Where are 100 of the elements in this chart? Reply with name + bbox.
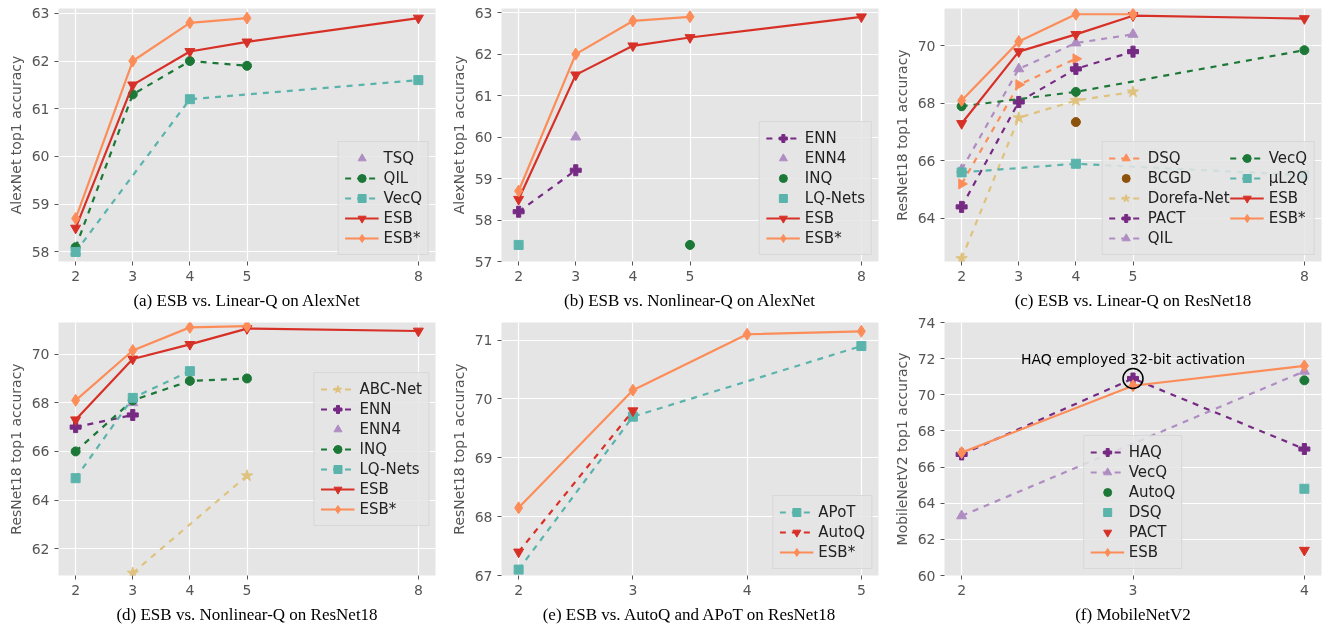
y-axis-title: ResNet18 top1 accuracy [7,363,24,535]
y-axis-title: AlexNet top1 accuracy [7,55,24,215]
y-tick-label: 62 [31,53,50,70]
y-tick-label: 70 [474,390,493,407]
legend-label: AutoQ [818,523,865,541]
y-axis-title: ResNet18 top1 accuracy [893,49,910,221]
legend-label: DSQ [1147,149,1181,167]
legend-label: μL2Q [1268,169,1308,187]
x-tick-label: 4 [1299,581,1309,598]
legend-label: INQ [359,439,387,458]
y-tick-label: 60 [474,129,493,146]
x-tick-label: 2 [71,267,81,284]
x-tick-label: 8 [1299,267,1309,284]
x-tick-label: 3 [1128,581,1138,598]
y-tick-label: 61 [31,100,50,117]
y-tick-label: 66 [917,152,936,169]
legend-label: QIL [383,169,409,187]
y-tick-label: 58 [31,243,50,260]
x-tick-label: 3 [128,581,138,598]
legend-label: VecQ [383,189,422,207]
x-tick-label: 4 [185,267,195,284]
x-tick-label: 2 [957,267,967,284]
y-tick-label: 61 [474,87,493,104]
legend-label: QIL [1147,229,1173,247]
legend-label: ESB [1268,189,1299,207]
x-tick-label: 3 [571,267,581,284]
x-tick-label: 2 [957,581,967,598]
x-tick-label: 2 [71,581,81,598]
y-tick-label: 63 [474,4,493,21]
y-tick-label: 62 [474,46,493,63]
y-tick-label: 68 [917,422,936,439]
legend-label: ENN4 [359,419,401,438]
text: (a) ESB vs. Linear-Q on AlexNet [133,290,360,310]
y-tick-label: 66 [917,459,936,476]
x-tick-label: 5 [856,581,866,598]
x-tick-label: 5 [242,581,252,598]
y-tick-label: 64 [917,495,936,512]
legend-label: ESB [1128,543,1158,561]
x-tick-label: 3 [128,267,138,284]
legend-label: LQ-Nets [359,459,420,478]
annotation: HAQ employed 32-bit activation [1020,350,1246,367]
text: (f) MobileNetV2 [1075,604,1191,624]
legend-label: ESB [804,209,835,227]
y-tick-label: 57 [474,253,493,270]
legend-label: Dorefa-Net [1147,189,1230,207]
y-tick-label: 70 [917,37,936,54]
x-tick-label: 2 [514,267,524,284]
x-tick-label: 8 [856,267,866,284]
legend-label: VecQ [1268,149,1308,167]
y-tick-label: 60 [917,567,936,584]
legend-label: ENN4 [804,149,847,167]
legend-label: PACT [1128,523,1167,541]
y-tick-label: 69 [474,449,493,466]
y-tick-label: 63 [31,5,50,22]
text: (e) ESB vs. AutoQ and APoT on ResNet18 [542,604,836,624]
legend-label: ENN [359,399,392,418]
text: (d) ESB vs. Nonlinear-Q on ResNet18 [116,604,378,624]
y-tick-label: 70 [31,346,50,363]
y-tick-label: 71 [474,332,493,349]
legend-label: ESB [383,209,413,227]
x-tick-label: 3 [628,581,638,598]
legend-label: PACT [1147,209,1186,227]
y-tick-label: 67 [474,567,493,584]
y-tick-label: 62 [31,540,50,557]
y-tick-label: 59 [31,196,50,213]
x-tick-label: 8 [413,267,423,284]
x-tick-label: 4 [1071,267,1081,284]
legend-label: ESB* [804,229,842,247]
x-tick-label: 5 [685,267,695,284]
x-tick-label: 2 [514,581,524,598]
x-tick-label: 4 [742,581,752,598]
y-tick-label: 64 [31,492,50,509]
legend-label: TSQ [383,149,415,167]
x-tick-label: 8 [413,581,423,598]
y-tick-label: 72 [917,350,936,367]
x-tick-label: 3 [1014,267,1024,284]
y-tick-label: 68 [917,95,936,112]
y-tick-label: 58 [474,212,493,229]
legend-label: LQ-Nets [804,189,865,207]
legend-label: ESB [359,479,389,498]
y-tick-label: 70 [917,386,936,403]
y-axis-title: ResNet18 top1 accuracy [450,363,467,535]
y-tick-label: 59 [474,170,493,187]
legend-label: AutoQ [1128,483,1176,501]
legend-label: ESB* [383,229,421,247]
legend-label: APoT [818,503,856,521]
legend-label: HAQ [1128,443,1162,461]
x-tick-label: 5 [242,267,252,284]
legend-label: DSQ [1128,503,1162,521]
legend-label: BCGD [1147,169,1192,187]
x-tick-label: 5 [1128,267,1138,284]
y-axis-title: AlexNet top1 accuracy [450,55,467,215]
y-axis-title: MobileNetV2 top1 accuracy [893,352,910,546]
y-tick-label: 68 [474,508,493,525]
y-tick-label: 66 [31,443,50,460]
y-tick-label: 68 [31,394,50,411]
y-tick-label: 74 [917,314,936,331]
legend-label: ENN [804,129,837,147]
legend-label: ESB* [1268,209,1306,227]
legend-label: ESB* [818,543,856,561]
